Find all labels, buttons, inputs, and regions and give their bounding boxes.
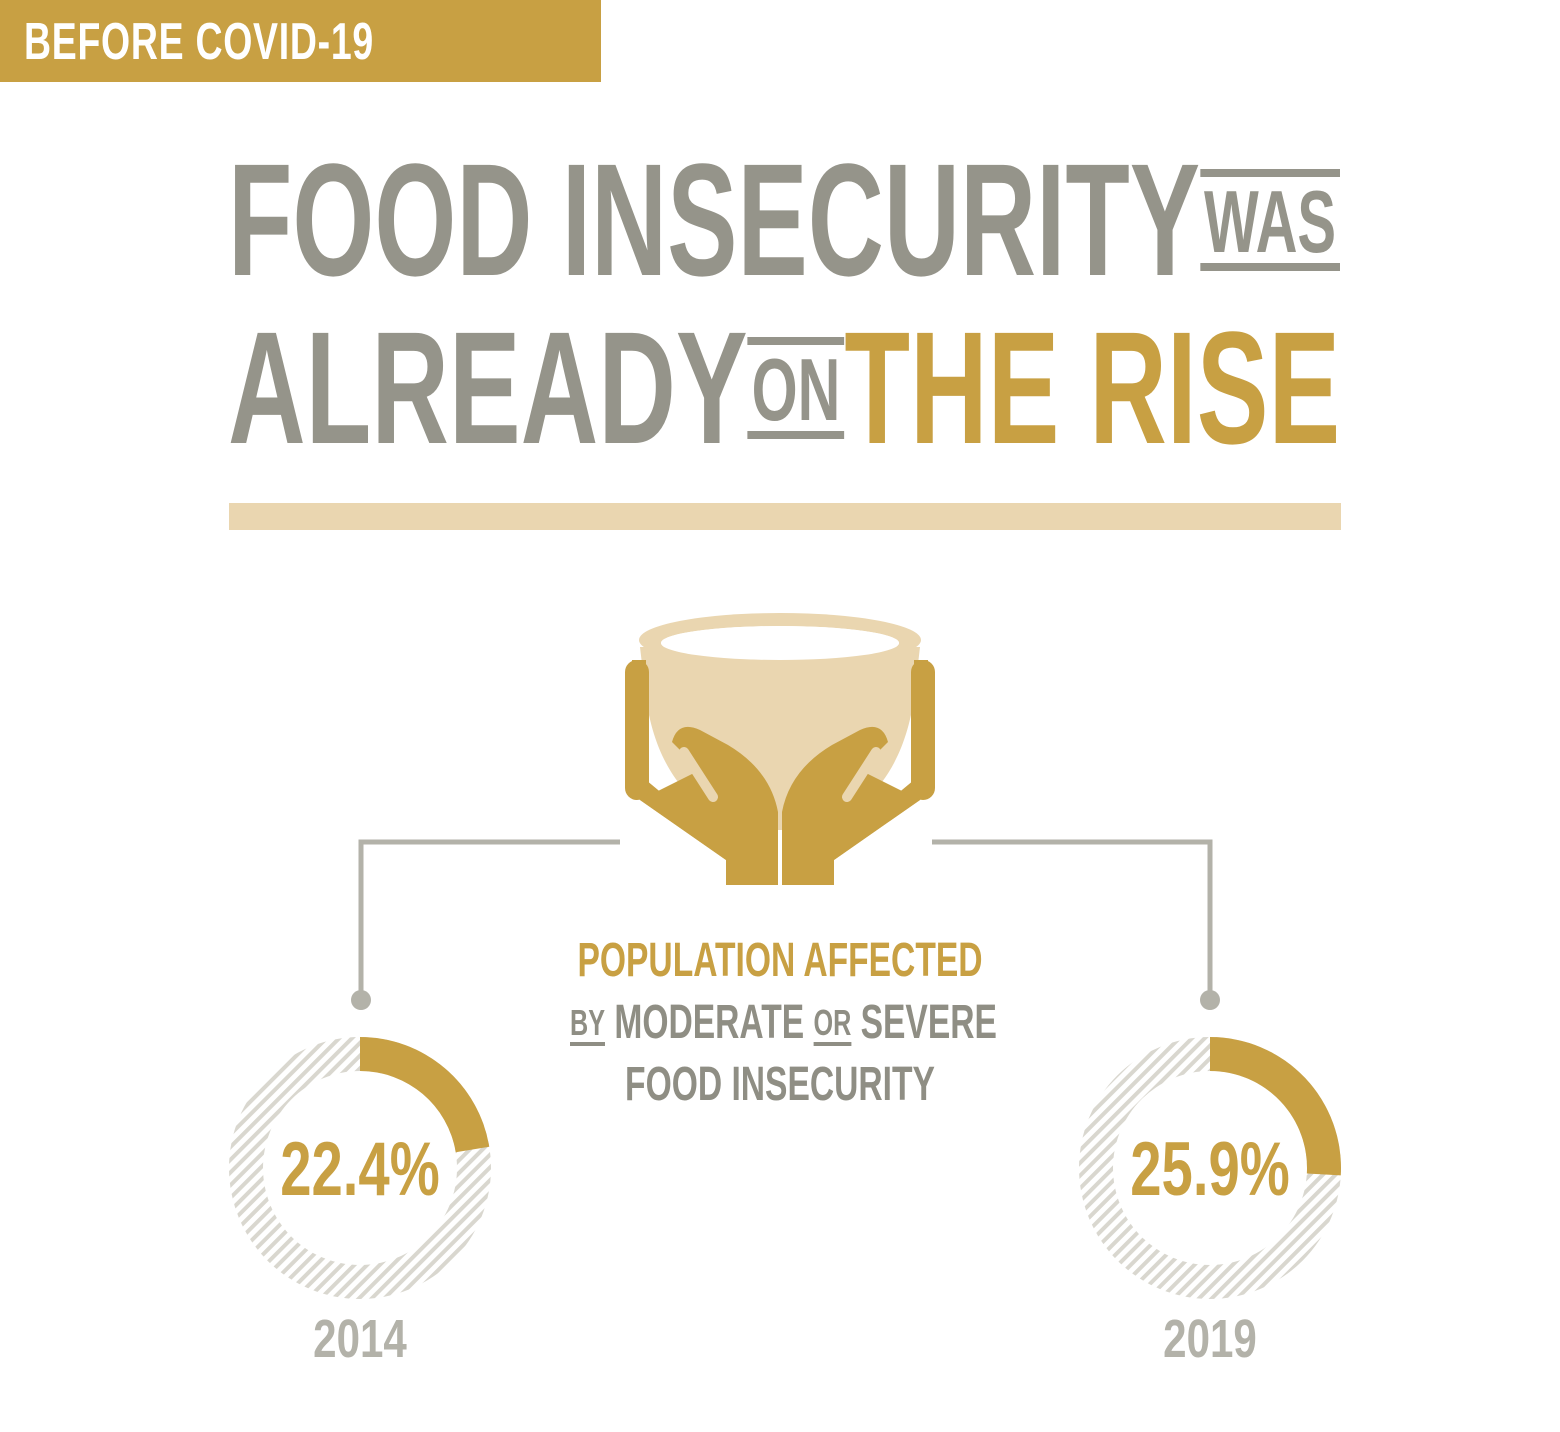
donut-2014-value-arc (360, 1037, 490, 1153)
donut-2014: 22.4% 2014 (229, 1037, 491, 1369)
headline-food-insecurity: FOOD INSECURITY (228, 130, 1201, 309)
before-covid-tag: BEFORE COVID-19 (0, 0, 601, 82)
caption-line-3: FOOD INSECURITY (625, 1058, 935, 1111)
tag-label: BEFORE COVID-19 (24, 13, 374, 71)
connector-left (351, 839, 620, 1010)
headline-line-1: FOOD INSECURITY WAS (228, 130, 1341, 309)
headline-already: ALREADY (228, 298, 748, 477)
headline-on: ON (747, 337, 845, 439)
hands-holding-bowl-icon (625, 613, 935, 885)
donut-2014-percent-label: 22.4% (280, 1127, 439, 1212)
donut-2014-year-label: 2014 (313, 1309, 407, 1369)
donut-2019: 25.9% 2019 (1079, 1037, 1342, 1369)
caption-by: BY (570, 1004, 606, 1047)
caption-severe: SEVERE (860, 996, 997, 1049)
caption-moderate: MODERATE (614, 996, 805, 1049)
headline-was: WAS (1200, 169, 1341, 271)
donut-2019-percent-label: 25.9% (1130, 1127, 1289, 1212)
donut-2019-year-label: 2019 (1163, 1309, 1257, 1369)
connector-right (932, 839, 1220, 1010)
chart-caption: POPULATION AFFECTED BY MODERATE OR SEVER… (480, 930, 1080, 1116)
caption-line-1: POPULATION AFFECTED (577, 934, 983, 987)
headline-line-2: ALREADY ON THE RISE (228, 298, 1341, 477)
donut-2019-value-arc (1210, 1037, 1342, 1176)
caption-line-2: BY MODERATE OR SEVERE (570, 992, 997, 1054)
headline-divider (229, 503, 1341, 530)
caption-or: OR (813, 1004, 852, 1047)
headline-the-rise: THE RISE (844, 298, 1341, 477)
